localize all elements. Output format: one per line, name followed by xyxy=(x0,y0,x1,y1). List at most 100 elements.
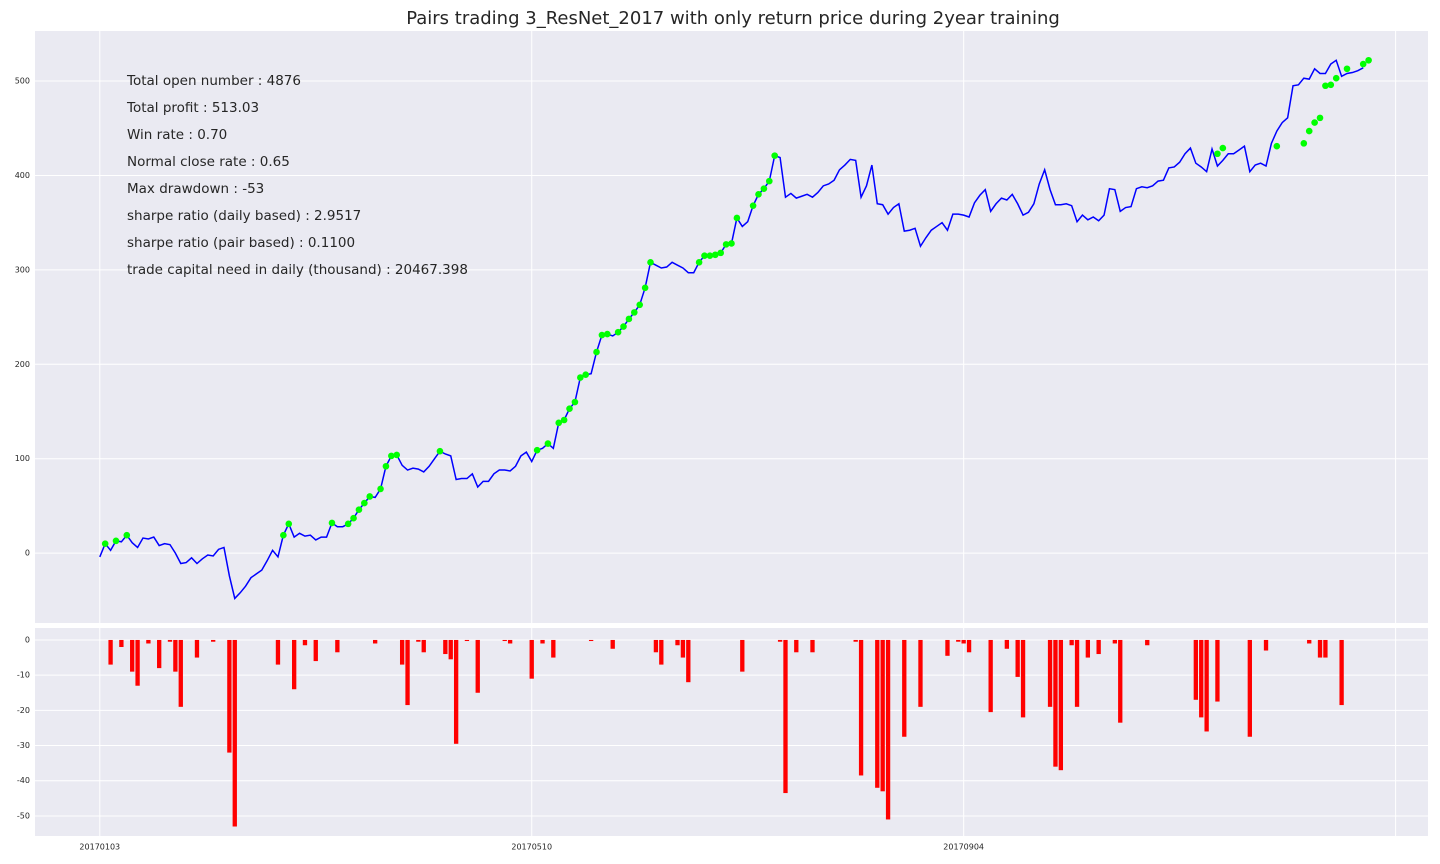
open-marker xyxy=(1343,65,1351,73)
open-marker xyxy=(765,177,773,185)
drawdown-bar xyxy=(475,639,480,693)
annotation: Max drawdown : -53 xyxy=(127,181,264,197)
open-marker xyxy=(695,259,703,266)
plot-background xyxy=(35,31,1428,623)
y-tick-label: -20 xyxy=(17,706,30,715)
chart-title: Pairs trading 3_ResNet_2017 with only re… xyxy=(406,8,1060,29)
y-tick-label: -50 xyxy=(17,811,30,820)
open-marker xyxy=(436,447,444,455)
drawdown-bar xyxy=(659,639,664,665)
drawdown-bar xyxy=(966,639,972,653)
open-marker xyxy=(1219,144,1227,152)
y-tick-label: 300 xyxy=(15,265,30,274)
drawdown-bar xyxy=(610,639,615,649)
drawdown-bar xyxy=(130,639,135,672)
open-marker xyxy=(366,493,374,500)
drawdown-bar xyxy=(232,639,237,827)
drawdown-bar xyxy=(945,639,950,656)
open-marker xyxy=(1305,127,1313,135)
drawdown-bar xyxy=(1247,639,1252,737)
open-marker xyxy=(388,452,395,460)
open-marker xyxy=(328,519,336,527)
y-tick-label: 400 xyxy=(15,171,30,180)
y-tick-label: -10 xyxy=(17,671,30,680)
open-marker xyxy=(1300,140,1308,147)
open-marker xyxy=(614,328,622,336)
y-tick-label: 200 xyxy=(15,360,30,369)
open-marker xyxy=(1365,56,1372,64)
annotation: sharpe ratio (daily based) : 2.9517 xyxy=(127,208,361,224)
open-marker xyxy=(393,451,401,459)
drawdown-bar xyxy=(1096,639,1101,655)
drawdown-bar xyxy=(194,639,200,658)
drawdown-bar xyxy=(211,639,216,642)
y-tick-label: 100 xyxy=(15,454,30,463)
open-marker xyxy=(749,202,757,209)
open-marker xyxy=(101,540,109,547)
open-marker xyxy=(1327,81,1335,89)
open-marker xyxy=(544,440,552,447)
drawdown-bar xyxy=(1074,639,1080,707)
drawdown-bar xyxy=(1339,639,1344,706)
annotation: Normal close rate : 0.65 xyxy=(127,154,290,170)
open-marker xyxy=(285,520,293,528)
drawdown-bar xyxy=(135,639,140,686)
drawdown-bar xyxy=(1112,639,1118,644)
open-marker xyxy=(755,191,762,198)
y-tick-label: -40 xyxy=(17,776,30,785)
open-marker xyxy=(712,251,719,259)
drawdown-bar xyxy=(810,639,815,653)
drawdown-bar xyxy=(1215,639,1220,702)
open-marker xyxy=(620,323,627,330)
drawdown-bar xyxy=(1047,639,1053,707)
drawdown-bar xyxy=(540,639,545,644)
open-marker xyxy=(123,531,131,539)
drawdown-bar xyxy=(335,639,340,653)
drawdown-bar xyxy=(1053,639,1058,767)
open-marker xyxy=(631,309,638,316)
drawdown-bar xyxy=(875,639,880,788)
drawdown-bar xyxy=(421,639,426,653)
drawdown-bar xyxy=(1118,639,1123,723)
drawdown-bar xyxy=(783,639,788,794)
open-marker xyxy=(722,241,730,248)
drawdown-bar xyxy=(167,639,173,642)
drawdown-bar xyxy=(1307,639,1312,644)
open-marker xyxy=(625,315,633,323)
drawdown-bar xyxy=(1263,639,1269,651)
x-tick-label: 20170510 xyxy=(511,843,552,852)
drawdown-bar xyxy=(507,639,513,644)
open-marker xyxy=(641,284,649,292)
drawdown-bar xyxy=(961,639,966,644)
drawdown-bar xyxy=(416,639,421,642)
open-marker xyxy=(1316,114,1324,122)
open-marker xyxy=(571,398,579,406)
drawdown-bar xyxy=(956,639,961,642)
open-marker xyxy=(344,520,352,528)
drawdown-bar xyxy=(313,639,318,662)
drawdown-bar xyxy=(464,639,470,642)
open-marker xyxy=(598,331,606,339)
y-tick-label: 0 xyxy=(25,635,30,644)
annotation: Total profit : 513.03 xyxy=(126,100,259,116)
drawdown-bar xyxy=(1058,639,1064,771)
drawdown-bar xyxy=(178,639,183,707)
drawdown-bar xyxy=(853,639,858,642)
drawdown-bar xyxy=(1317,639,1323,658)
drawdown-bar xyxy=(588,639,594,642)
annotation: trade capital need in daily (thousand) :… xyxy=(127,262,468,278)
open-marker xyxy=(728,240,735,247)
open-marker xyxy=(717,249,725,257)
drawdown-bar xyxy=(443,639,448,655)
open-marker xyxy=(1273,142,1281,150)
drawdown-bar xyxy=(1204,639,1209,732)
drawdown-bar xyxy=(686,639,691,683)
open-marker xyxy=(647,259,654,266)
open-marker xyxy=(706,252,714,260)
drawdown-bar xyxy=(108,639,113,665)
drawdown-bar xyxy=(399,639,405,665)
drawdown-bar xyxy=(902,639,907,737)
drawdown-bar xyxy=(653,639,659,653)
annotation: Win rate : 0.70 xyxy=(127,127,227,143)
drawdown-bar xyxy=(502,639,507,642)
